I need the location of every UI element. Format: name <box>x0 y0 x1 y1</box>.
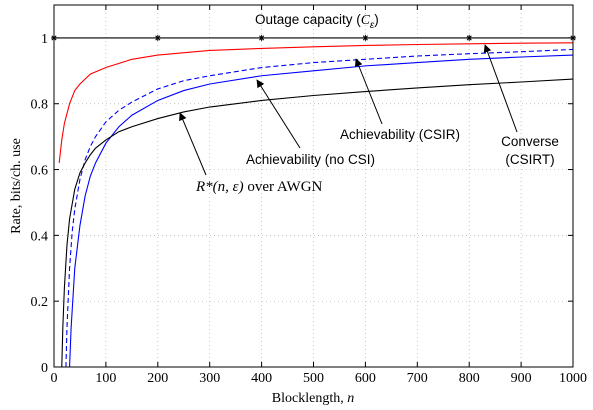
awgn-arrow <box>179 112 207 176</box>
series-line-4 <box>61 78 573 367</box>
x-tick-label: 100 <box>95 371 116 386</box>
achievability-csir-arrow <box>354 58 383 125</box>
annotations: Outage capacity (Cε) Converse (CSIRT) Ac… <box>179 12 559 195</box>
achievability-no-csi-label: Achievability (no CSI) <box>246 152 375 167</box>
series-marker <box>362 34 369 41</box>
converse-arrow <box>483 44 518 133</box>
series-marker <box>154 34 161 41</box>
series-line-1 <box>58 42 573 164</box>
y-tick-label: 0 <box>41 361 48 376</box>
series-line-2 <box>65 48 573 367</box>
y-tick-label: 0.8 <box>31 98 49 113</box>
x-tick-label: 900 <box>511 371 532 386</box>
x-tick-label: 1000 <box>559 371 587 386</box>
converse-label-csirt: (CSIRT) <box>505 152 554 167</box>
series-line-3 <box>69 54 573 367</box>
axis-ticks: 0 100 200 300 400 500 600 700 800 900 1000 0 0.2 0.4 0… <box>31 5 587 386</box>
outage-capacity-label: Outage capacity (Cε) <box>255 12 379 31</box>
y-tick-label: 1 <box>41 32 48 47</box>
series-marker <box>258 34 265 41</box>
y-tick-label: 0.2 <box>31 295 49 310</box>
x-tick-label: 300 <box>199 371 220 386</box>
series-marker <box>51 34 57 41</box>
converse-label: Converse <box>501 134 559 149</box>
series-marker <box>570 34 576 41</box>
x-tick-label: 0 <box>51 371 58 386</box>
x-tick-label: 200 <box>147 371 168 386</box>
achievability-csir-label: Achievability (CSIR) <box>340 127 460 142</box>
x-axis-label: Blocklength, n <box>272 391 354 406</box>
grid-lines <box>54 5 573 367</box>
x-tick-label: 400 <box>251 371 272 386</box>
series-marker <box>466 34 473 41</box>
data-series <box>54 37 573 367</box>
y-tick-label: 0.6 <box>31 164 49 179</box>
x-tick-label: 500 <box>303 371 324 386</box>
achievability-no-csi-arrow <box>256 79 301 149</box>
y-tick-label: 0.4 <box>31 229 49 244</box>
x-tick-label: 700 <box>407 371 428 386</box>
x-tick-label: 600 <box>355 371 376 386</box>
awgn-label: R*(n, ε) over AWGN <box>195 179 323 195</box>
y-axis-label: Rate, bits/ch. use <box>9 138 24 234</box>
x-tick-label: 800 <box>459 371 480 386</box>
